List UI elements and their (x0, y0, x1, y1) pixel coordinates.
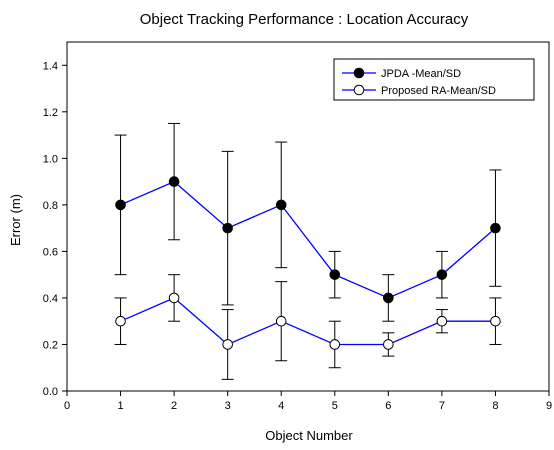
data-point (115, 315, 126, 327)
series-1 (114, 122, 502, 322)
data-point (115, 199, 126, 211)
data-point (490, 315, 501, 327)
x-tick-label: 7 (439, 400, 445, 412)
y-tick-label: 0.2 (43, 339, 58, 351)
series-line (120, 297, 496, 346)
x-tick-label: 4 (278, 400, 284, 412)
x-tick-label: 5 (332, 400, 338, 412)
x-tick-label: 8 (492, 400, 498, 412)
y-axis-label: Error (m) (8, 194, 23, 246)
legend-label: JPDA -Mean/SD (381, 68, 461, 80)
y-tick-label: 1.2 (43, 107, 58, 119)
legend-label: Proposed RA-Mean/SD (381, 85, 496, 97)
data-point (329, 269, 341, 280)
y-tick-label: 0.4 (43, 293, 58, 305)
legend: JPDA -Mean/SD Proposed RA-Mean/SD (333, 58, 535, 101)
axis-ticks: 0 1 2 3 4 5 6 7 8 9 0.0 0.2 0.4 0.6 0.8 1.0 1.2 1.4 (43, 60, 552, 412)
legend-marker (353, 67, 365, 79)
x-tick-label: 9 (546, 400, 552, 412)
data-point (222, 339, 233, 350)
y-tick-label: 1.0 (43, 153, 58, 165)
y-tick-label: 1.4 (43, 60, 58, 72)
data-point (383, 339, 394, 350)
x-tick-label: 2 (171, 400, 177, 412)
legend-box (333, 58, 535, 101)
data-point (275, 199, 287, 211)
y-tick-label: 0.8 (43, 200, 58, 212)
plot-area-frame (66, 41, 550, 392)
legend-marker (353, 84, 365, 96)
data-point (490, 222, 501, 234)
data-point (436, 269, 448, 280)
x-tick-label: 3 (225, 400, 231, 412)
data-point (168, 292, 180, 304)
series-line (120, 180, 496, 299)
x-tick-label: 0 (64, 400, 70, 412)
data-point (329, 339, 341, 350)
y-tick-label: 0.0 (43, 386, 58, 398)
data-point (222, 222, 233, 234)
x-tick-label: 1 (117, 400, 123, 412)
series-2 (114, 274, 502, 380)
x-tick-label: 6 (385, 400, 391, 412)
data-point (436, 315, 448, 327)
data-point (168, 176, 180, 187)
chart-title: Object Tracking Performance : Location A… (140, 11, 469, 28)
data-point (275, 315, 287, 327)
x-axis-label: Object Number (265, 428, 353, 443)
data-point (383, 292, 394, 304)
y-tick-label: 0.6 (43, 246, 58, 258)
series-layer (114, 122, 502, 380)
